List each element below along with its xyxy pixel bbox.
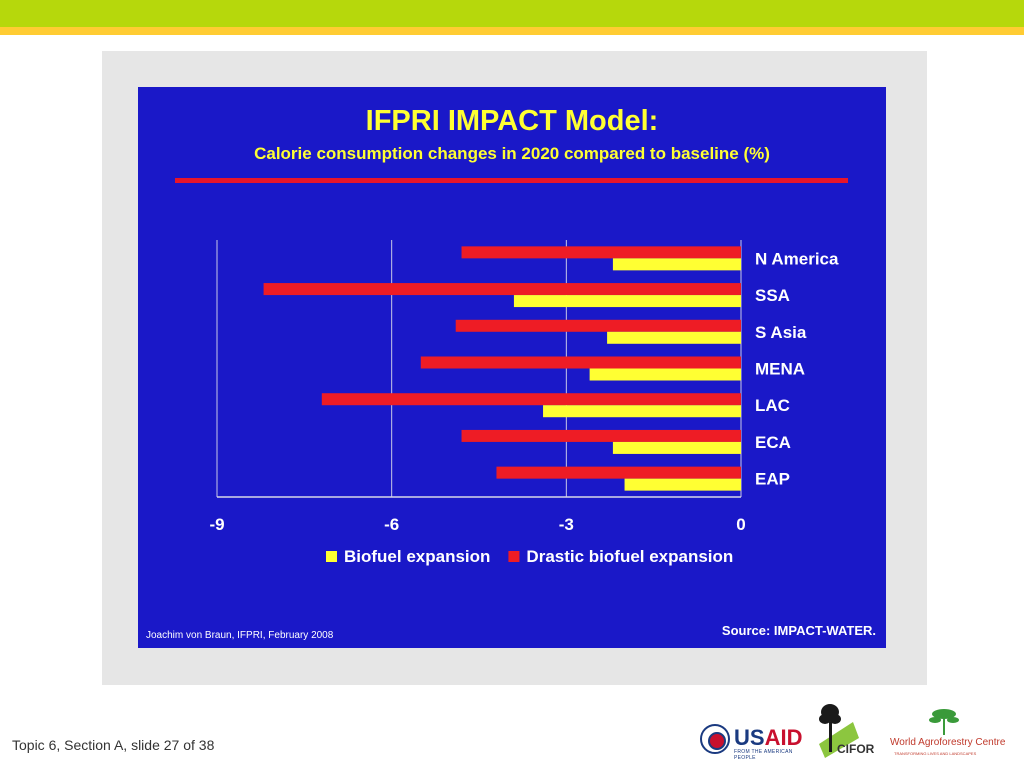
bar-biofuel-4 [543,405,741,418]
tick-label-0: -9 [209,515,224,534]
category-label-4: LAC [755,396,790,415]
cifor-wordmark: CIFOR [837,742,875,756]
chart-panel: IFPRI IMPACT Model: Calorie consumption … [138,87,886,648]
category-label-1: SSA [755,286,790,305]
tick-label-3: 0 [736,515,745,534]
bar-drastic-4 [321,393,741,406]
usaid-seal-icon [700,724,730,754]
bar-biofuel-6 [624,478,741,491]
usaid-wordmark: USAID [734,725,803,750]
bar-drastic-0 [461,246,741,259]
slide-footer: Topic 6, Section A, slide 27 of 38 [12,737,215,753]
icraf-tagline: TRANSFORMING LIVES AND LANDSCAPES [894,751,977,756]
category-label-3: MENA [755,360,805,379]
legend-swatch-0 [326,551,337,562]
bar-biofuel-3 [589,368,741,381]
top-yellow-stripe [0,27,1024,35]
tick-label-2: -3 [559,515,574,534]
chart-subtitle: Calorie consumption changes in 2020 comp… [254,144,770,163]
category-label-0: N America [755,249,839,268]
bar-biofuel-5 [612,441,741,454]
legend-label-0: Biofuel expansion [344,547,490,566]
icraf-tree-icon [929,709,959,735]
legend-label-1: Drastic biofuel expansion [526,547,733,566]
usaid-logo: USAID FROM THE AMERICAN PEOPLE [700,722,804,761]
tick-label-1: -6 [384,515,399,534]
bar-drastic-5 [461,429,741,442]
usaid-tagline: FROM THE AMERICAN PEOPLE [734,749,793,761]
top-green-band [0,0,1024,27]
category-label-6: EAP [755,470,790,489]
bar-biofuel-1 [513,295,741,308]
category-label-5: ECA [755,433,791,452]
bar-biofuel-2 [607,331,741,344]
bar-drastic-1 [263,283,741,296]
chart-credit: Joachim von Braun, IFPRI, February 2008 [146,630,334,641]
bar-chart: N America SSA S Asia MENA LAC ECA EAP -9 -6 -3 0 Bi… [209,240,839,566]
bar-biofuel-0 [612,258,741,271]
icraf-wordmark: World Agroforestry Centre [890,737,1006,748]
bar-drastic-6 [496,466,741,479]
chart-source: Source: IMPACT-WATER. [721,623,876,638]
title-divider [175,178,848,183]
chart-title: IFPRI IMPACT Model: [365,105,659,137]
cifor-tree-icon [819,704,859,758]
legend-swatch-1 [508,551,520,562]
icraf-logo: World Agroforestry Centre TRANSFORMING L… [888,705,1010,761]
category-label-2: S Asia [755,323,807,342]
cifor-logo: CIFOR [813,700,883,760]
bar-drastic-2 [455,319,741,332]
bar-drastic-3 [420,356,741,369]
